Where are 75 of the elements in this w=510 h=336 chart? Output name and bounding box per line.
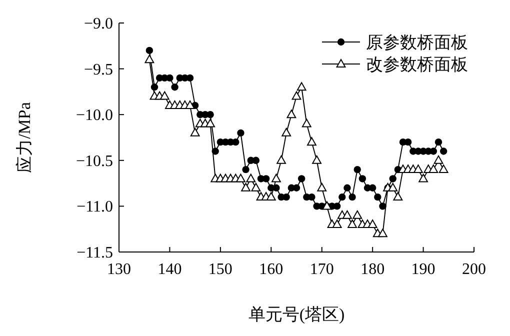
point	[344, 184, 351, 192]
point	[160, 91, 170, 100]
x-axis-title: 单元号(塔区)	[248, 305, 345, 324]
point	[428, 164, 438, 174]
x-tick-label: 160	[259, 261, 284, 278]
point	[286, 110, 296, 118]
point	[186, 74, 194, 82]
x-tick-label: 170	[310, 261, 334, 278]
y-tick-label: −10.0	[76, 107, 113, 124]
point	[342, 210, 352, 219]
point	[272, 174, 281, 182]
point	[438, 164, 448, 174]
point	[374, 193, 382, 201]
point	[266, 192, 276, 201]
point	[393, 192, 403, 201]
legend-label: 改参数桥面板	[366, 55, 468, 74]
point	[190, 128, 200, 136]
x-tick-label: 200	[462, 261, 486, 278]
point	[440, 148, 448, 155]
point	[236, 174, 246, 182]
point	[368, 220, 378, 228]
point	[388, 182, 398, 192]
x-tick-label: 190	[411, 261, 436, 278]
point	[206, 118, 215, 128]
point	[242, 166, 250, 174]
y-axis-title: 应力/MPa	[15, 102, 34, 173]
point	[146, 46, 154, 54]
point	[348, 193, 356, 201]
point	[317, 182, 327, 192]
point	[307, 137, 316, 146]
x-tick-label: 130	[107, 261, 131, 278]
point	[251, 182, 261, 192]
point	[379, 202, 386, 210]
point	[252, 156, 260, 164]
point	[348, 220, 357, 228]
point	[171, 84, 178, 91]
y-tick-label: −9.5	[84, 61, 113, 78]
point	[276, 155, 286, 164]
point	[358, 175, 366, 182]
point	[389, 175, 396, 182]
point	[246, 174, 256, 182]
point	[308, 193, 316, 201]
point	[430, 148, 438, 155]
point	[418, 174, 428, 182]
point	[166, 74, 174, 82]
point	[292, 184, 300, 192]
point	[434, 155, 444, 164]
point	[338, 193, 346, 201]
legend-label: 原参数桥面板	[366, 33, 468, 52]
point	[232, 138, 240, 146]
point	[241, 182, 250, 192]
point	[352, 210, 362, 219]
point	[185, 100, 195, 109]
y-tick-label: −10.5	[76, 152, 113, 170]
point	[298, 175, 306, 182]
point	[144, 54, 154, 64]
point	[206, 111, 214, 118]
point	[378, 228, 388, 238]
x-tick-label: 180	[360, 261, 385, 278]
point	[237, 129, 244, 137]
point	[434, 138, 442, 146]
point	[292, 91, 302, 100]
point	[414, 164, 423, 174]
point	[282, 193, 290, 201]
point	[296, 82, 306, 91]
point	[332, 220, 342, 228]
y-tick-label: −9.0	[84, 16, 113, 32]
point	[302, 118, 312, 128]
y-tick-label: −11.0	[76, 198, 113, 216]
point	[312, 155, 322, 164]
x-tick-label: 140	[158, 261, 182, 278]
point	[354, 166, 361, 174]
y-tick-label: −11.5	[76, 244, 113, 262]
x-tick-label: 150	[208, 261, 232, 278]
point	[282, 128, 292, 136]
